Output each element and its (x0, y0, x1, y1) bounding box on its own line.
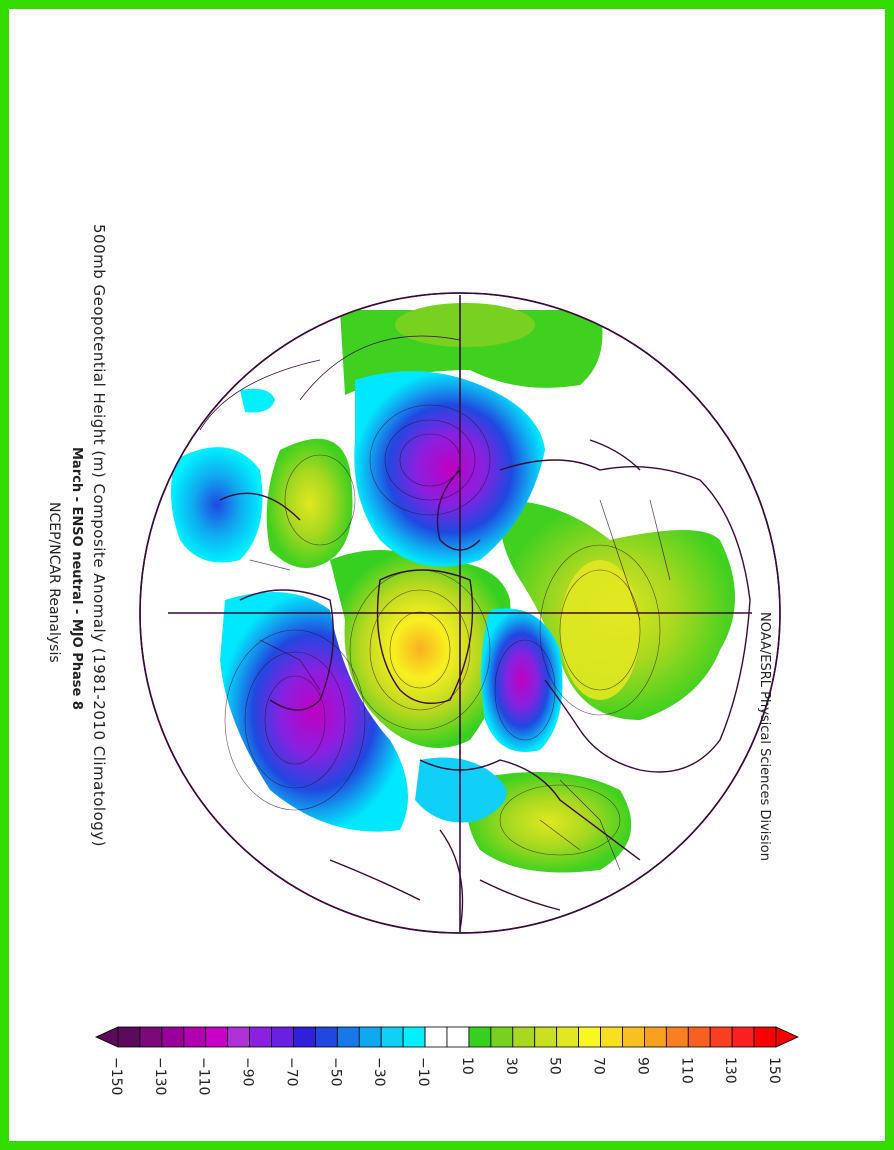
anomaly-negative-europe (481, 608, 563, 752)
colorbar-tick-label: −30 (371, 1057, 387, 1087)
colorbar-swatch (446, 1026, 470, 1048)
anomaly-negative-north (354, 371, 545, 567)
colorbar-swatch (293, 1026, 316, 1048)
colorbar-tick-label: 50 (547, 1057, 563, 1075)
colorbar (95, 1026, 799, 1048)
colorbar-tick-label: −90 (240, 1057, 256, 1087)
colorbar-swatch (314, 1026, 338, 1048)
colorbar-swatch (424, 1026, 448, 1048)
colorbar-tick-label: 70 (591, 1057, 607, 1075)
colorbar-swatch (271, 1026, 294, 1048)
colorbar-tick-label: 130 (722, 1057, 738, 1084)
anomaly-negative-south (220, 592, 408, 832)
anomaly-positive-greenland (330, 550, 511, 748)
colorbar-swatch (139, 1026, 163, 1048)
colorbar-swatch (183, 1026, 207, 1048)
colorbar-swatch (402, 1026, 426, 1048)
anomaly-positive-west (266, 438, 353, 568)
colorbar-min-arrow (95, 1026, 119, 1048)
colorbar-swatch (117, 1026, 141, 1048)
colorbar-swatch (161, 1026, 185, 1048)
colorbar-swatch (249, 1026, 272, 1048)
colorbar-swatch (205, 1026, 229, 1048)
colorbar-swatch (709, 1026, 733, 1048)
colorbar-tick-label: −10 (415, 1057, 431, 1087)
colorbar-swatch (227, 1026, 251, 1048)
colorbar-swatch (600, 1026, 623, 1048)
colorbar-swatch (578, 1026, 601, 1048)
colorbar-swatch (380, 1026, 404, 1048)
colorbar-tick-label: −70 (283, 1057, 299, 1087)
colorbar-tick-label: −50 (327, 1057, 343, 1087)
colorbar-tick-label: 150 (766, 1057, 782, 1084)
colorbar-swatch (644, 1026, 667, 1048)
colorbar-tick-label: −150 (108, 1057, 124, 1095)
colorbar-swatch (731, 1026, 755, 1048)
colorbar-tick-label: 110 (678, 1057, 694, 1084)
colorbar-labels: −150 −130 −110 −90 −70 −50 −30 −10 10 30 50 70 90 110… (108, 1057, 782, 1095)
colorbar-swatch (512, 1026, 536, 1048)
anomaly-negative-pacific (171, 447, 263, 563)
colorbar-swatch (490, 1026, 514, 1048)
colorbar-swatch (687, 1026, 711, 1048)
colorbar-swatch (622, 1026, 645, 1048)
colorbar-max-arrow (775, 1026, 799, 1048)
colorbar-swatch (358, 1026, 382, 1048)
colorbar-swatch (556, 1026, 580, 1048)
colorbar-swatch (336, 1026, 360, 1048)
colorbar-swatch (753, 1026, 777, 1048)
political-boundaries (249, 499, 671, 871)
colorbar-tick-label: −130 (152, 1057, 168, 1095)
colorbar-tick-label: 90 (634, 1057, 650, 1075)
anomaly-positive-south (466, 772, 632, 873)
colorbar-swatch (468, 1026, 492, 1048)
anomaly-field (171, 303, 751, 931)
colorbar-swatch (665, 1026, 689, 1048)
colorbar-swatch (534, 1026, 558, 1048)
colorbar-tick-label: 30 (503, 1057, 519, 1075)
colorbar-tick-label: 10 (459, 1057, 475, 1075)
colorbar-tick-label: −110 (196, 1057, 212, 1095)
